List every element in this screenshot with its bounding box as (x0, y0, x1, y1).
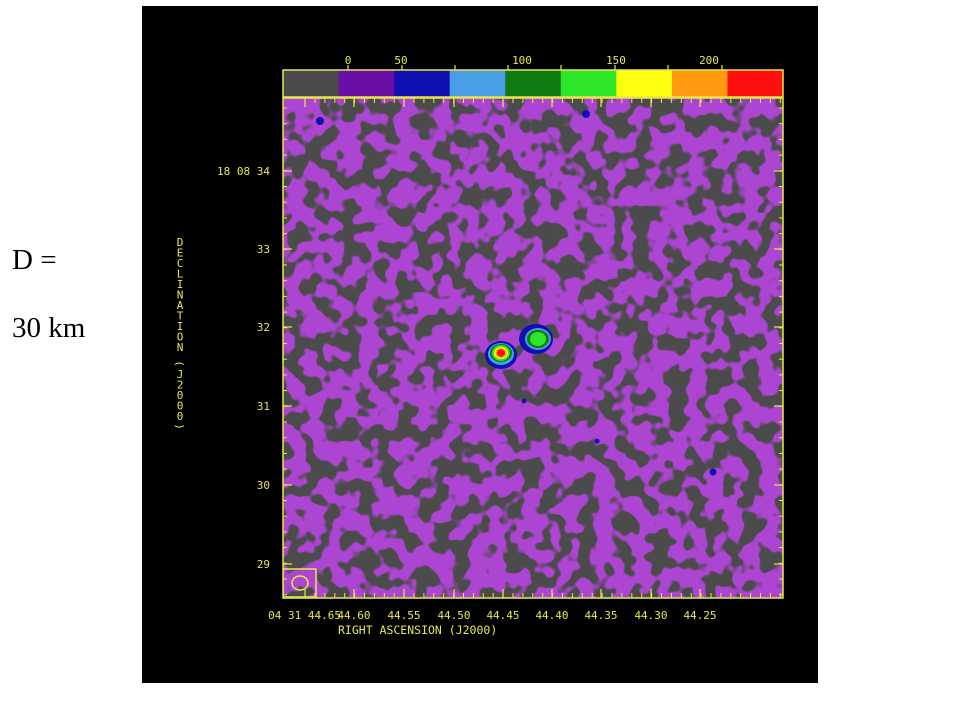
y-axis-label-char: E (177, 247, 184, 260)
colorbar-tick-label: 50 (394, 54, 407, 67)
x-tick-label: 44.40 (535, 609, 568, 622)
y-axis-label-char: 0 (177, 400, 184, 413)
y-tick-label: 33 (257, 243, 270, 256)
x-tick-label: 44.30 (634, 609, 667, 622)
colorbar-segment (671, 70, 728, 97)
x-tick-label: 44.60 (337, 609, 370, 622)
y-tick-label: 29 (257, 558, 270, 571)
x-tick-label: 44.45 (486, 609, 519, 622)
speck (582, 110, 590, 118)
speck (709, 468, 717, 476)
colorbar-tick-label: 200 (699, 54, 719, 67)
distance-value: 30 km (12, 312, 86, 344)
source-right (519, 324, 553, 354)
source-left (485, 341, 517, 369)
distance-label: D = (12, 244, 57, 276)
beam-box (283, 568, 317, 598)
y-axis-label-char: 0 (177, 389, 184, 402)
colorbar-segment (283, 70, 340, 97)
y-tick-label: 30 (257, 479, 270, 492)
plot-area (283, 98, 783, 598)
y-axis-label-char: N (177, 289, 184, 302)
y-axis-label-char: ( (173, 360, 186, 367)
colorbar-segment (394, 70, 451, 97)
y-axis-label-char: A (177, 299, 184, 312)
colorbar-frame (282, 69, 784, 98)
y-axis-label-char: L (177, 268, 184, 281)
y-axis-label-char: N (177, 341, 184, 354)
y-axis-label-char: I (177, 278, 184, 291)
speck (316, 117, 324, 125)
speck (521, 398, 527, 404)
y-axis-label-char: O (177, 331, 184, 344)
x-tick-label: 04 31 44.65 (268, 609, 341, 622)
y-axis: 18 08 34 33 32 31 30 29 (217, 107, 783, 596)
y-axis-label-char: I (177, 320, 184, 333)
x-tick-label: 44.35 (584, 609, 617, 622)
y-tick-label: 18 08 34 (217, 165, 270, 178)
colorbar-segment (338, 70, 395, 97)
colorbar-tick-label: 150 (606, 54, 626, 67)
colorbar-tick-label: 100 (512, 54, 532, 67)
y-axis-label-char: 2 (177, 379, 184, 392)
colorbar-tick-label: 0 (345, 54, 352, 67)
x-tick-label: 44.55 (387, 609, 420, 622)
x-tick-label: 44.50 (437, 609, 470, 622)
speck (594, 438, 600, 444)
y-axis-label-char: 0 (177, 410, 184, 423)
x-axis-label: RIGHT ASCENSION (J2000) (338, 623, 497, 637)
radio-map-svg: 0 50 100 150 200 (173, 54, 784, 637)
colorbar (282, 69, 784, 98)
x-tick-label: 44.25 (683, 609, 716, 622)
y-axis-label-char: D (177, 236, 184, 249)
y-axis-label-char: T (177, 310, 184, 323)
y-tick-label: 32 (257, 321, 270, 334)
colorbar-segment (727, 70, 784, 97)
colorbar-segment (505, 70, 562, 97)
colorbar-ticks: 0 50 100 150 200 (345, 54, 723, 70)
y-axis-label-char: J (177, 368, 184, 381)
y-tick-label: 31 (257, 400, 270, 413)
y-axis-label-char: C (177, 257, 184, 270)
colorbar-segment (560, 70, 617, 97)
radio-map-panel: 0 50 100 150 200 (142, 6, 818, 683)
beam-ellipse (291, 575, 309, 591)
colorbar-segment (616, 70, 673, 97)
y-axis-label-char: ) (173, 423, 186, 430)
colorbar-segment (449, 70, 506, 97)
